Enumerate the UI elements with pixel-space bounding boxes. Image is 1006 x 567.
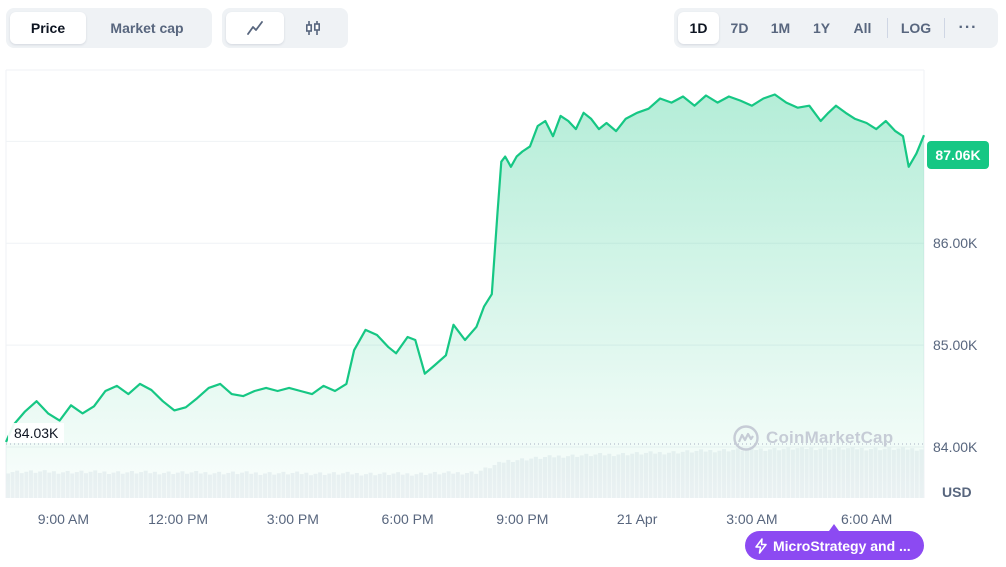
news-event-button[interactable]: MicroStrategy and ...	[745, 531, 924, 560]
current-price-badge: 87.06K	[927, 141, 989, 169]
coinmarketcap-logo-icon	[733, 425, 759, 451]
watermark: CoinMarketCap	[732, 424, 893, 452]
x-tick-label: 6:00 PM	[382, 511, 434, 527]
line-chart-button[interactable]	[226, 12, 284, 44]
y-axis-unit: USD	[942, 484, 972, 500]
y-tick-label: 84.00K	[933, 439, 978, 455]
x-tick-label: 21 Apr	[617, 511, 658, 527]
y-tick-label: 85.00K	[933, 337, 978, 353]
watermark-text: CoinMarketCap	[766, 428, 894, 447]
price-chart[interactable]: 84.00K 85.00K 86.00K 9:00 AM 12:00 PM 3:00 P…	[0, 60, 1006, 540]
y-axis-labels: 84.00K 85.00K 86.00K	[933, 235, 978, 455]
open-price-label: 84.03K	[8, 423, 65, 443]
x-tick-label: 9:00 AM	[38, 511, 89, 527]
range-1m[interactable]: 1M	[770, 20, 791, 36]
news-pointer	[829, 524, 839, 531]
price-marketcap-toggle: Price Market cap	[6, 8, 212, 48]
x-tick-label: 3:00 PM	[267, 511, 319, 527]
x-tick-label: 9:00 PM	[496, 511, 548, 527]
x-tick-label: 3:00 AM	[726, 511, 777, 527]
toolbar-divider	[887, 18, 888, 38]
lightning-icon	[755, 537, 767, 554]
log-scale-button[interactable]: LOG	[900, 20, 932, 36]
x-axis-labels: 9:00 AM 12:00 PM 3:00 PM 6:00 PM 9:00 PM 21 A…	[38, 511, 893, 527]
time-range-selector: 1D 7D 1M 1Y All LOG ···	[674, 8, 998, 48]
range-1y[interactable]: 1Y	[812, 20, 831, 36]
candlestick-icon	[305, 21, 321, 35]
price-area-fill	[6, 94, 924, 498]
chart-type-toggle	[222, 8, 348, 48]
y-tick-label: 86.00K	[933, 235, 978, 251]
x-tick-label: 12:00 PM	[148, 511, 208, 527]
price-line	[4, 93, 926, 443]
tab-price[interactable]: Price	[10, 12, 86, 44]
range-7d[interactable]: 7D	[730, 20, 749, 36]
news-label: MicroStrategy and ...	[773, 537, 911, 554]
range-1d[interactable]: 1D	[678, 12, 719, 44]
more-options-button[interactable]: ···	[958, 19, 978, 36]
line-chart-icon	[247, 21, 263, 35]
tab-market-cap[interactable]: Market cap	[110, 20, 184, 36]
toolbar-divider	[944, 18, 945, 38]
range-all[interactable]: All	[853, 20, 872, 36]
candlestick-chart-button[interactable]	[284, 12, 342, 44]
x-tick-label: 6:00 AM	[841, 511, 892, 527]
